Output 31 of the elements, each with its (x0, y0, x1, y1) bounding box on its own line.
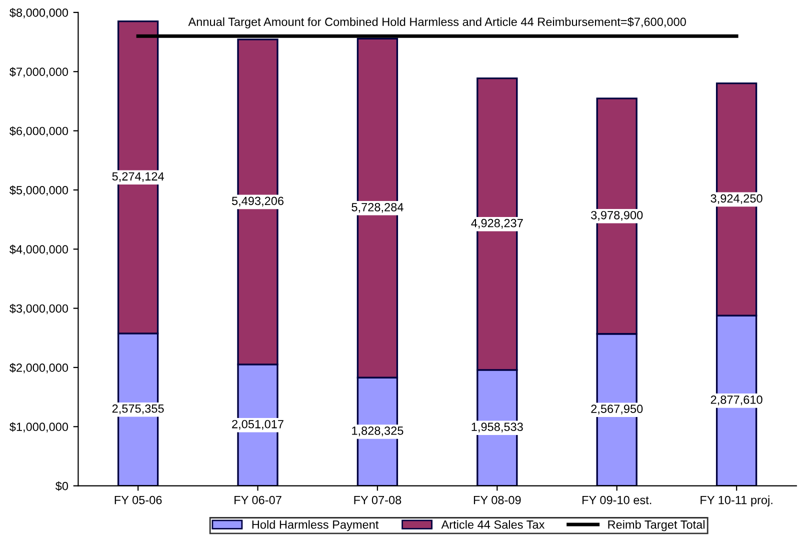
y-tick-label: $2,000,000 (10, 363, 68, 374)
data-label: 2,051,017 (232, 420, 284, 430)
data-label: 2,567,950 (591, 404, 643, 414)
y-tick-label: $7,000,000 (10, 67, 68, 78)
data-label: 3,978,900 (591, 210, 643, 221)
x-tick-label: FY 05-06 (114, 496, 162, 504)
x-tick-label: FY 10-11 proj. (700, 496, 772, 507)
y-tick-label: $0 (55, 481, 68, 491)
x-tick-label: FY 08-09 (474, 496, 521, 504)
data-label: 5,493,206 (232, 196, 284, 206)
data-label: 5,274,124 (112, 172, 164, 182)
annotation: Annual Target Amount for Combined Hold Harmless and Article 44 Reimbursement=$7,600,000 (188, 17, 686, 28)
y-tick-label: $1,000,000 (10, 422, 68, 432)
legend-label: Reimb Target Total (608, 520, 704, 532)
x-tick-label: FY 07-08 (354, 496, 402, 504)
x-tick-label: FY 06-07 (234, 496, 282, 504)
data-label: 2,877,610 (710, 395, 762, 406)
y-tick-label: $8,000,000 (10, 8, 68, 18)
data-label: 1,958,533 (472, 422, 523, 432)
y-tick-label: $6,000,000 (10, 126, 68, 137)
data-label: 5,728,284 (352, 202, 404, 213)
data-label: 3,924,250 (710, 194, 762, 204)
x-tick-label: FY 09-10 est. (582, 496, 652, 504)
y-tick-label: $4,000,000 (10, 244, 68, 255)
legend-label: Hold Harmless Payment (252, 520, 379, 532)
y-tick-label: $5,000,000 (10, 185, 68, 196)
legend-label: Article 44 Sales Tax (441, 520, 545, 529)
data-label: 1,828,325 (352, 426, 404, 436)
data-label: 2,575,355 (112, 404, 164, 414)
data-label: 4,928,237 (471, 218, 523, 229)
y-tick-label: $3,000,000 (10, 304, 68, 314)
